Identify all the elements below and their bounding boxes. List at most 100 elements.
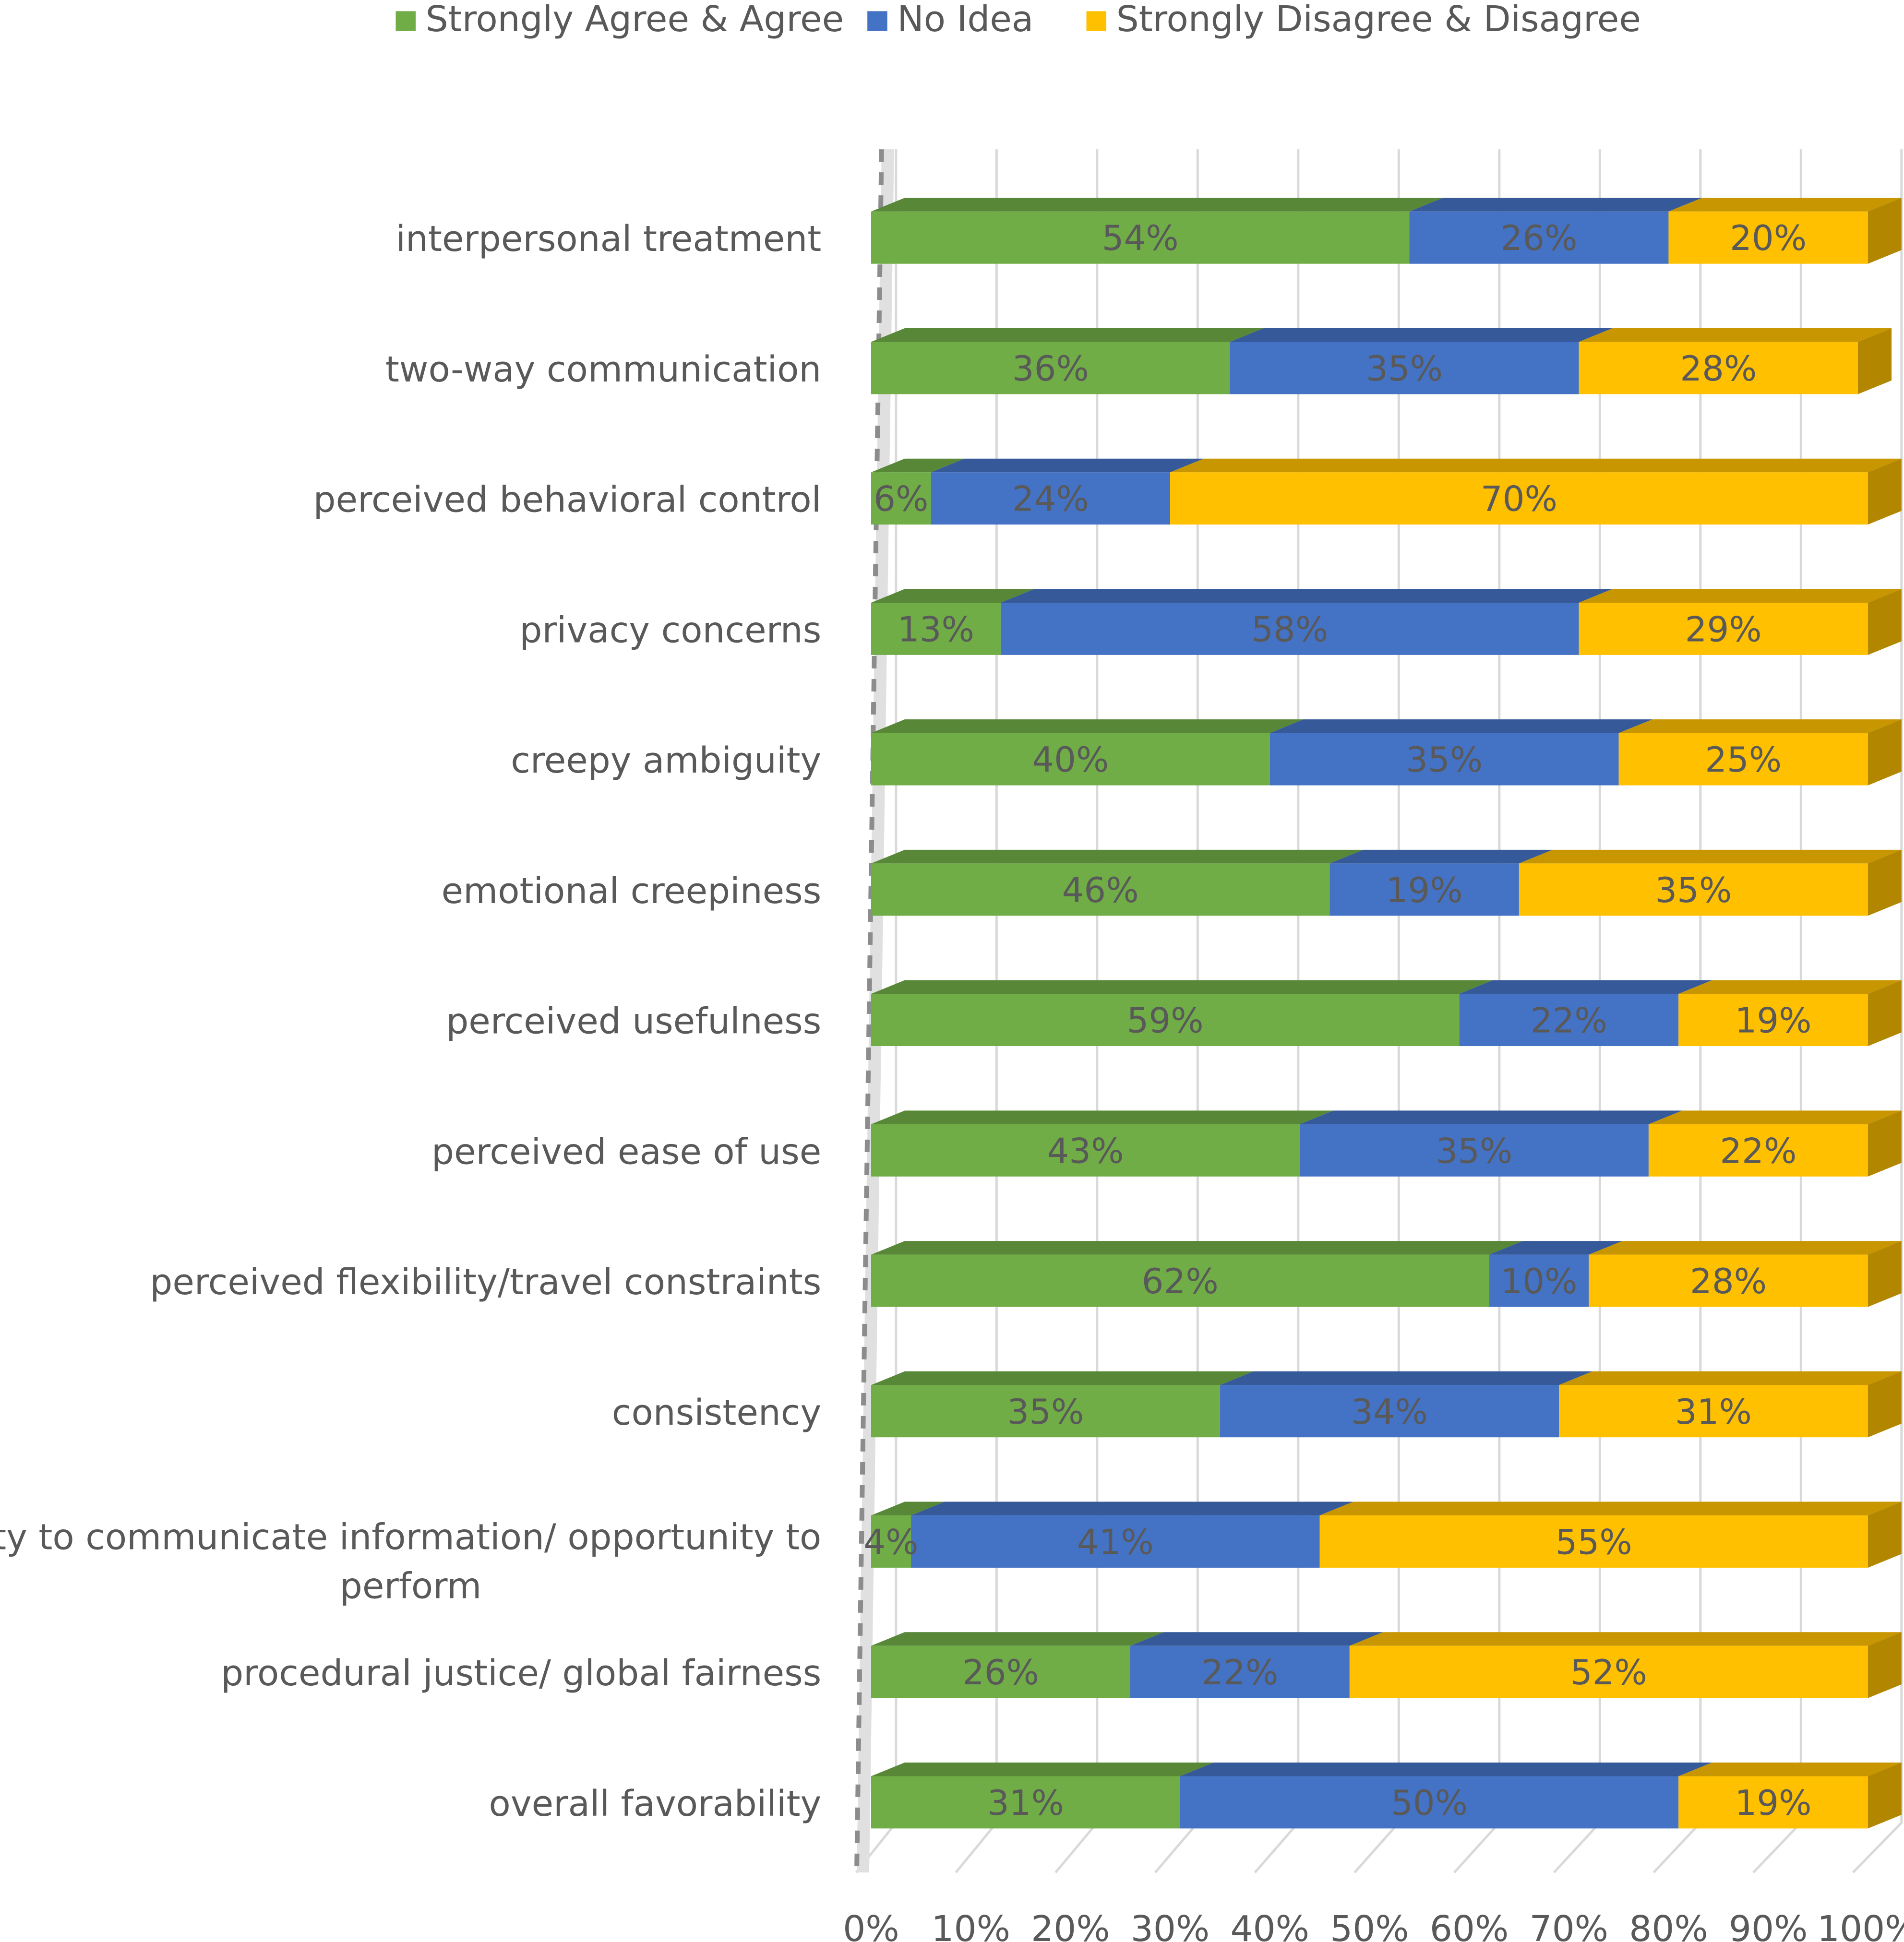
data-label: 22% (1531, 1001, 1607, 1041)
bar-top-face (1459, 980, 1712, 994)
bar-top-face (871, 1632, 1164, 1646)
category-label: perceived usefulness (446, 1001, 821, 1042)
bar-top-face (871, 589, 1034, 603)
data-label: 70% (1481, 479, 1557, 519)
bar-front-face (871, 472, 931, 525)
data-label: 25% (1705, 739, 1782, 780)
bar-segment (931, 458, 1204, 525)
x-tick-label: 20% (1031, 1908, 1110, 1942)
bar-front-face (1459, 994, 1679, 1047)
data-label: 19% (1386, 870, 1463, 910)
bar-segment (1130, 1632, 1383, 1698)
bar-segment (871, 980, 1493, 1047)
bar-top-face (1648, 1110, 1902, 1124)
data-label: 55% (1556, 1522, 1632, 1562)
legend-label: Strongly Agree & Agree (426, 0, 844, 40)
bar-front-face (871, 1515, 911, 1568)
legend-item: Strongly Disagree & Disagree (1086, 0, 1641, 40)
bar-side-face (1868, 1371, 1902, 1438)
data-label: 4% (863, 1522, 918, 1562)
category-label: interpersonal treatment (396, 218, 822, 260)
bar-segment (1170, 458, 1902, 525)
bar-segment (871, 328, 1264, 394)
data-label: 10% (1500, 1261, 1577, 1301)
data-label: 41% (1077, 1522, 1154, 1562)
bar-top-face (1579, 328, 1892, 342)
data-label: 6% (874, 479, 928, 519)
x-tick-label: 40% (1230, 1908, 1309, 1942)
floor-gridline (1353, 1822, 1400, 1873)
bar-side-face (1868, 719, 1902, 786)
data-label: 35% (1655, 870, 1732, 910)
bar-segment (1648, 1110, 1902, 1177)
bar-segment (1579, 328, 1892, 394)
bar-front-face (871, 602, 1001, 655)
bar-top-face (871, 458, 965, 473)
bar-top-face (1579, 589, 1902, 603)
bar-segment (871, 1371, 1254, 1438)
bar-front-face (1220, 1385, 1559, 1438)
bar-top-face (1519, 849, 1902, 864)
bar-top-face (1170, 458, 1902, 473)
x-tick-label: 60% (1430, 1908, 1509, 1942)
bar-front-face (871, 342, 1230, 394)
bar-front-face (871, 994, 1460, 1047)
data-label: 13% (898, 609, 974, 649)
category-label: privacy concerns (520, 609, 822, 651)
bar-top-face (871, 980, 1493, 994)
legend-label: Strongly Disagree & Disagree (1116, 0, 1641, 40)
bar-side-face (1868, 198, 1902, 264)
bar-side-face (1868, 458, 1902, 525)
data-label: 50% (1391, 1783, 1468, 1823)
bar-top-face (1409, 198, 1702, 212)
bar-top-face (1558, 1371, 1902, 1385)
bar-segment (1678, 1762, 1902, 1829)
category-label: two-way communication (385, 349, 821, 390)
floor-gridline (1154, 1822, 1199, 1873)
bar-top-face (1000, 589, 1613, 603)
data-label: 36% (1012, 348, 1089, 389)
legend-item: Strongly Agree & Agree (395, 0, 844, 40)
bar-segment (1589, 1241, 1902, 1307)
data-label: 58% (1251, 609, 1328, 649)
bar-side-face (1868, 1632, 1902, 1698)
bar-segment (1409, 198, 1702, 264)
bar-front-face (1668, 211, 1868, 264)
bar-top-face (871, 1501, 945, 1516)
bar-top-face (1230, 328, 1613, 342)
bar-top-face (911, 1501, 1353, 1516)
bar-segment (1319, 1501, 1902, 1568)
bar-top-face (871, 719, 1304, 733)
data-label: 31% (987, 1783, 1064, 1823)
data-label: 26% (1500, 218, 1577, 258)
category-label: perceived behavioral control (313, 479, 822, 521)
bar-segment (1459, 980, 1712, 1047)
data-label: 31% (1675, 1392, 1752, 1432)
category-label: consistency (612, 1392, 821, 1433)
bar-top-face (1180, 1762, 1712, 1776)
data-label: 35% (1366, 348, 1443, 389)
bar-top-face (1269, 719, 1653, 733)
bar-front-face (871, 1776, 1180, 1829)
x-tick-label: 30% (1131, 1908, 1209, 1942)
bar-front-face (1579, 602, 1868, 655)
bar-front-face (1319, 1515, 1868, 1568)
legend-item: No Idea (867, 0, 1033, 40)
data-label: 19% (1735, 1783, 1811, 1823)
bar-top-face (871, 1371, 1254, 1385)
bar-top-face (1300, 1110, 1682, 1124)
bar-front-face (1618, 733, 1868, 786)
category-label: perceived flexibility/travel constraints (150, 1262, 821, 1303)
bar-top-face (871, 1110, 1334, 1124)
bar-segment (871, 1501, 945, 1568)
legend-swatch (1086, 11, 1107, 31)
bar-side-face (1868, 849, 1902, 916)
bar-segment (1579, 589, 1902, 655)
bar-segment (1180, 1762, 1712, 1829)
bar-segment (871, 1762, 1214, 1829)
floor-gridline (1453, 1822, 1500, 1873)
bar-side-face (1868, 1762, 1902, 1829)
bar-front-face (871, 733, 1270, 786)
bar-side-face (1868, 589, 1902, 655)
